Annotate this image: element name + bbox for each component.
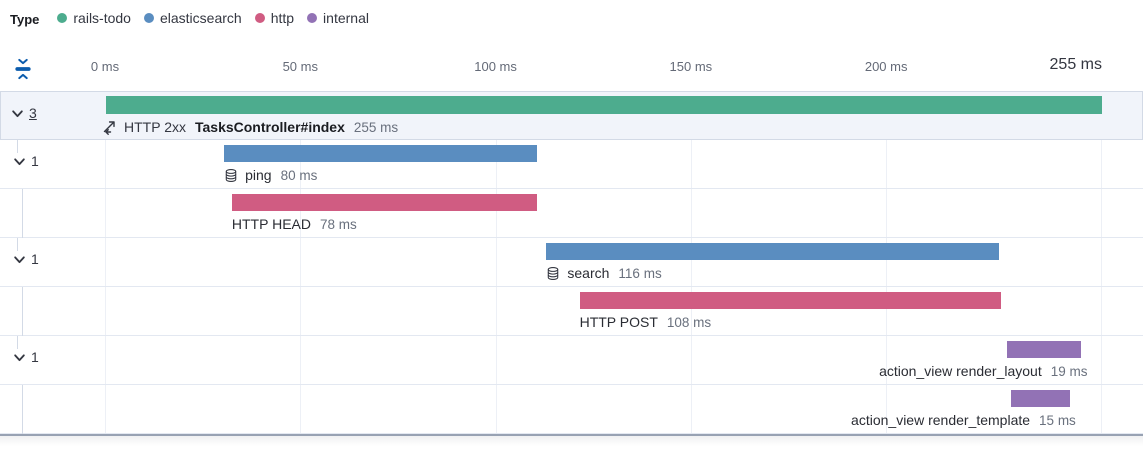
legend-item-internal[interactable]: internal (307, 10, 369, 26)
span-bar[interactable] (1011, 390, 1070, 407)
waterfall-row-ping[interactable]: 1 ping 80 ms (0, 140, 1143, 189)
span-bar[interactable] (579, 292, 1002, 309)
span-bar[interactable] (224, 145, 537, 162)
child-count: 1 (31, 153, 39, 169)
tree-connector (22, 287, 23, 336)
span-name: action_view render_template (851, 412, 1031, 428)
tree-connector (17, 140, 18, 153)
waterfall-chart: 3 HTTP 2xx TasksController#index 255 ms 1 pin… (0, 91, 1143, 436)
span-name: TasksController#index (194, 119, 345, 135)
span-duration: 80 ms (280, 167, 318, 183)
gridline (691, 91, 692, 434)
legend-item-label: elasticsearch (159, 10, 242, 26)
axis-total-duration: 255 ms (1049, 56, 1102, 73)
waterfall-row-action-view-render-layout[interactable]: 1 action_view render_layout 19 ms (0, 336, 1143, 385)
axis-tick-label: 150 ms (669, 59, 713, 74)
waterfall-row-search[interactable]: 1 search 116 ms (0, 238, 1143, 287)
span-name: ping (245, 167, 272, 183)
span-name: HTTP POST (579, 314, 658, 330)
span-label[interactable]: ping 80 ms (224, 166, 317, 184)
chevron-down-icon (13, 155, 26, 168)
span-duration: 15 ms (1039, 412, 1076, 428)
chevron-down-icon (11, 107, 24, 120)
gridline (1101, 91, 1102, 434)
type-legend: Type rails-todo elasticsearch http internal (10, 8, 382, 30)
legend-item-http[interactable]: http (254, 10, 295, 26)
gridline (105, 91, 106, 434)
span-result: HTTP 2xx (124, 119, 186, 135)
span-duration: 19 ms (1050, 363, 1088, 379)
span-label[interactable]: action_view render_layout 19 ms (879, 362, 1087, 380)
axis-tick-label: 50 ms (282, 59, 318, 74)
gridline (886, 91, 887, 434)
legend-item-label: rails-todo (73, 10, 131, 26)
database-icon (224, 168, 238, 183)
waterfall-row-taskscontroller-index[interactable]: 3 HTTP 2xx TasksController#index 255 ms (0, 91, 1143, 140)
waterfall-row-http-post[interactable]: HTTP POST 108 ms (0, 287, 1143, 336)
legend-color-dot (143, 13, 154, 23)
legend-item-label: http (270, 10, 295, 26)
span-bar[interactable] (1007, 341, 1082, 358)
chevron-down-icon (13, 351, 26, 364)
span-duration: 116 ms (618, 265, 662, 281)
span-label[interactable]: HTTP POST 108 ms (580, 313, 712, 331)
span-bar[interactable] (546, 243, 1000, 260)
gridline (300, 91, 301, 434)
span-name: action_view render_layout (879, 363, 1042, 379)
child-count: 3 (29, 105, 37, 121)
tree-connector (17, 238, 18, 251)
tree-connector (22, 189, 23, 238)
legend-item-elasticsearch[interactable]: elasticsearch (143, 10, 242, 26)
legend-item-label: internal (323, 10, 369, 26)
child-count: 1 (31, 349, 39, 365)
chart-bottom-border (0, 434, 1143, 436)
collapse-children-toggle[interactable]: 1 (13, 251, 39, 267)
waterfall-row-action-view-render-template[interactable]: action_view render_template 15 ms (0, 385, 1143, 434)
tree-connector (22, 385, 23, 434)
span-duration: 255 ms (353, 119, 399, 135)
legend-item-rails-todo[interactable]: rails-todo (57, 10, 131, 26)
fold-timeline-icon[interactable] (13, 57, 33, 81)
database-icon (546, 266, 560, 281)
axis-tick-label: 200 ms (864, 59, 908, 74)
span-label[interactable]: search 116 ms (546, 264, 662, 282)
chevron-down-icon (13, 253, 26, 266)
child-count: 1 (31, 251, 39, 267)
legend-color-dot (307, 13, 318, 23)
collapse-children-toggle[interactable]: 1 (13, 153, 39, 169)
span-label[interactable]: HTTP 2xx TasksController#index 255 ms (101, 118, 398, 136)
span-name: HTTP HEAD (231, 216, 311, 232)
span-label[interactable]: action_view render_template 15 ms (851, 411, 1076, 429)
merge-transaction-icon (101, 119, 117, 135)
legend-title: Type (10, 11, 40, 27)
span-label[interactable]: HTTP HEAD 78 ms (232, 215, 357, 233)
collapse-children-toggle[interactable]: 3 (11, 105, 37, 121)
axis-tick-label: 100 ms (474, 59, 517, 74)
waterfall-row-http-head[interactable]: HTTP HEAD 78 ms (0, 189, 1143, 238)
transaction-bar[interactable] (106, 96, 1102, 114)
axis-tick-label: 0 ms (90, 59, 120, 74)
span-duration: 108 ms (666, 314, 712, 330)
tree-connector (17, 336, 18, 349)
legend-color-dot (57, 13, 68, 23)
legend-items: rails-todo elasticsearch http internal (57, 10, 382, 28)
span-bar[interactable] (231, 194, 537, 211)
time-axis: 0 ms 50 ms 100 ms 150 ms 200 ms 255 ms (0, 48, 1143, 91)
gridline (496, 91, 497, 434)
span-name: search (567, 265, 610, 281)
span-duration: 78 ms (319, 216, 357, 232)
collapse-children-toggle[interactable]: 1 (13, 349, 39, 365)
bottom-shadow (0, 436, 1143, 446)
legend-color-dot (254, 13, 265, 23)
